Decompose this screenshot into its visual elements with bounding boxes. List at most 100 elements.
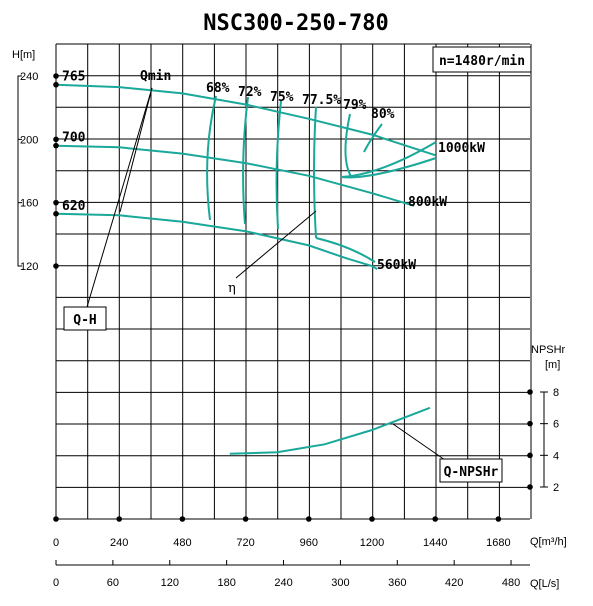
- eff-curve-72: [242, 96, 249, 225]
- head-tick-label: 120: [20, 261, 38, 273]
- npsh-axis-label: NPSHr: [531, 344, 566, 356]
- flow-m3h-tick-label: 1200: [360, 537, 384, 549]
- npsh-tick-dot: [527, 484, 533, 490]
- impeller-label-620: 620: [62, 199, 86, 214]
- qh-label: Q-H: [73, 313, 96, 328]
- efficiency-label: 80%: [371, 107, 395, 122]
- flow-m3h-tick-dot: [369, 516, 375, 522]
- flow-m3h-tick-label: 480: [173, 537, 191, 549]
- qh-curve-765: [55, 83, 436, 157]
- npsh-axis-bracket: [543, 391, 548, 488]
- npsh-leader: [392, 423, 446, 461]
- eta-leader: [235, 210, 317, 279]
- flow-m3h-tick-dot: [242, 516, 249, 522]
- head-axis-label: H[m]: [12, 49, 35, 61]
- flow-m3h-tick-label: 1680: [486, 537, 510, 549]
- flow-m3h-tick-dot: [179, 516, 186, 522]
- flow-m3h-axis: 0 240 480 720 960 1200 1440 1680: [53, 516, 511, 549]
- efficiency-labels: 68% 72% 75% 77.5% 79% 80%: [206, 81, 395, 122]
- npsh-tick-label: 8: [553, 387, 559, 399]
- flow-m3h-axis-label: Q[m³/h]: [530, 536, 567, 548]
- head-tick-label: 200: [20, 134, 38, 146]
- qmin-leader-2: [119, 87, 153, 213]
- flow-ls-axis: 0 60 120 180 240 300 360 420 480: [53, 560, 520, 589]
- flow-m3h-tick-label: 0: [53, 537, 59, 549]
- flow-ls-tick-label: 480: [502, 577, 520, 589]
- flow-m3h-tick-dot: [495, 516, 502, 522]
- eta-label: η: [228, 281, 236, 296]
- npsh-tick-label: 6: [553, 419, 559, 431]
- flow-ls-tick-label: 120: [161, 577, 179, 589]
- power-label: 560kW: [377, 258, 416, 273]
- power-label: 1000kW: [438, 141, 485, 156]
- npsh-label: Q-NPSHr: [444, 465, 499, 480]
- power-label: 800kW: [408, 195, 447, 210]
- efficiency-label: 79%: [343, 98, 367, 113]
- flow-ls-tick-label: 360: [388, 577, 406, 589]
- power-curve-800kw: [340, 157, 437, 179]
- npsh-tick-dot: [527, 389, 533, 395]
- flow-m3h-tick-dot: [306, 516, 312, 522]
- head-tick-dot: [53, 199, 59, 206]
- flow-m3h-tick-label: 720: [236, 537, 254, 549]
- flow-ls-axis-label: Q[L/s]: [530, 578, 559, 590]
- impeller-dot: [53, 210, 59, 217]
- qmin-label: Qmin: [140, 69, 171, 84]
- power-curve-1000kw: [340, 141, 437, 178]
- efficiency-label: 68%: [206, 81, 230, 96]
- npsh-tick-label: 2: [553, 482, 559, 494]
- eff-curve-79: [344, 113, 353, 179]
- head-tick-dot: [53, 263, 59, 269]
- eff-curve-80: [363, 123, 383, 153]
- flow-m3h-tick-dot: [53, 516, 59, 522]
- chart-grid: [55, 43, 532, 520]
- npsh-curve: [229, 406, 431, 455]
- head-tick-dot: [53, 136, 59, 143]
- efficiency-curves: [206, 95, 383, 239]
- chart-title: NSC300-250-780: [203, 11, 388, 36]
- flow-ls-tick-label: 60: [107, 577, 119, 589]
- impeller-diameter-labels: 765 700 620: [53, 70, 86, 217]
- head-tick-dot: [53, 73, 59, 79]
- eff-curve-68: [206, 95, 217, 221]
- impeller-label-700: 700: [62, 131, 86, 146]
- flow-m3h-tick-label: 960: [300, 537, 318, 549]
- impeller-dot: [53, 142, 59, 149]
- qh-curves: [55, 83, 436, 271]
- qh-curve-620: [55, 212, 378, 271]
- efficiency-label: 77.5%: [302, 93, 341, 108]
- npsh-tick-labels: 8 6 4 2: [527, 387, 559, 494]
- efficiency-label: 75%: [270, 90, 294, 105]
- flow-ls-tick-label: 300: [331, 577, 349, 589]
- flow-ls-tick-label: 0: [53, 577, 59, 589]
- flow-m3h-tick-dot: [432, 516, 439, 522]
- efficiency-label: 72%: [238, 85, 262, 100]
- flow-m3h-tick-dot: [116, 516, 122, 522]
- npsh-tick-dot: [527, 452, 533, 459]
- qh-label-box: [63, 306, 107, 331]
- npsh-line: [229, 406, 431, 455]
- flow-ls-tick-label: 240: [274, 577, 292, 589]
- flow-m3h-tick-label: 240: [110, 537, 128, 549]
- npsh-label-box: [439, 458, 503, 483]
- qmin-leader-1: [86, 87, 153, 308]
- impeller-dot: [53, 81, 59, 88]
- flow-ls-tick-label: 420: [445, 577, 463, 589]
- npsh-tick-dot: [527, 420, 533, 427]
- eff-curve-75: [275, 100, 282, 230]
- impeller-label-765: 765: [62, 70, 85, 85]
- npsh-axis-unit: [m]: [545, 359, 560, 371]
- power-curve-560kw: [315, 237, 376, 263]
- power-labels: 1000kW 800kW 560kW: [377, 141, 485, 273]
- flow-m3h-tick-label: 1440: [423, 537, 447, 549]
- head-tick-label: 240: [20, 71, 38, 83]
- eff-curve-77-5: [313, 106, 317, 239]
- speed-label: n=1480r/min: [439, 54, 525, 69]
- npsh-tick-label: 4: [553, 450, 559, 462]
- speed-box: [432, 46, 532, 73]
- head-tick-labels: 240 200 160 120: [18, 71, 59, 273]
- head-tick-label: 160: [20, 198, 38, 210]
- power-curves: [315, 141, 437, 263]
- head-axis-bracket: [17, 75, 22, 267]
